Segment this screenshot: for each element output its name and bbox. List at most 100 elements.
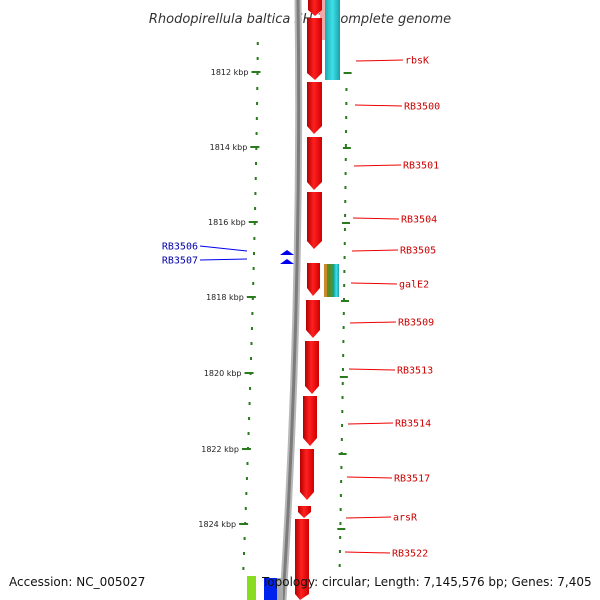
- ruler-dot: [255, 132, 258, 135]
- topology-text: Topology: circular; Length: 7,145,576 bp…: [261, 575, 592, 589]
- gene-arrow[interactable]: [306, 300, 320, 338]
- gene-label[interactable]: RB3505: [400, 246, 436, 257]
- ruler-dot: [251, 297, 254, 300]
- gene-labels-left: RB3506 RB3507: [162, 242, 248, 267]
- inner-ring-dot: [345, 88, 348, 91]
- ruler-dot: [250, 357, 253, 360]
- inner-ring-dot: [344, 144, 347, 147]
- gene-arrow[interactable]: [308, 0, 322, 16]
- gene-arrow[interactable]: [307, 192, 322, 249]
- gene-label[interactable]: RB3504: [401, 215, 437, 226]
- ruler-tick-label: 1822 kbp: [201, 445, 239, 454]
- inner-ring-dot: [341, 424, 344, 427]
- gene-arrow[interactable]: [298, 506, 311, 518]
- gene-label[interactable]: galE2: [399, 280, 429, 291]
- ruler-tick-label: 1818 kbp: [206, 293, 244, 302]
- inner-ring-tick: [337, 528, 346, 530]
- gene-label[interactable]: rbsK: [405, 56, 429, 67]
- blue-feature-block[interactable]: [264, 578, 277, 600]
- ruler-tick: [244, 372, 254, 374]
- inner-ring-dot: [344, 200, 347, 203]
- gene-labels-right: rbsK RB3500 RB3501 RB3504 RB3505 galE2 RB3509 R…: [344, 56, 440, 560]
- gene-leader-line: [351, 249, 399, 252]
- gene-arrow[interactable]: [307, 137, 322, 190]
- gene-leader-line: [199, 258, 248, 261]
- inner-ring-dot: [342, 354, 345, 357]
- ruler-dot: [256, 42, 259, 45]
- inner-ring-dot: [341, 382, 344, 385]
- gene-label[interactable]: RB3517: [394, 474, 430, 485]
- inner-ring-dot: [341, 396, 344, 399]
- inner-ring-dot: [343, 242, 346, 245]
- ruler-dot: [250, 327, 253, 330]
- galE2-feature[interactable]: [324, 264, 339, 297]
- gene-arrow[interactable]: [300, 449, 314, 500]
- gene-leader-line: [344, 551, 391, 554]
- gene-leader-line: [350, 282, 398, 285]
- ruler-dot: [251, 312, 254, 315]
- gene-label[interactable]: RB3509: [398, 318, 434, 329]
- gene-label[interactable]: RB3513: [397, 366, 433, 377]
- inner-ring-dot: [342, 298, 345, 301]
- gene-leader-line: [346, 476, 393, 479]
- ruler-dot: [244, 507, 247, 510]
- gene-leader-line: [352, 217, 400, 220]
- ruler-dot: [243, 537, 246, 540]
- ruler-tick: [251, 71, 261, 73]
- inner-ring-dot: [338, 550, 341, 553]
- ruler-dot: [255, 147, 258, 150]
- cyan-feature-block[interactable]: [325, 0, 340, 80]
- ruler-dot: [254, 192, 257, 195]
- inner-ring-dot: [344, 186, 347, 189]
- pink-feature-block[interactable]: [320, 0, 325, 40]
- ruler-dot: [248, 402, 251, 405]
- gene-leader-line: [353, 164, 402, 167]
- genome-backbone-core: [281, 0, 301, 600]
- reverse-gene-arrow[interactable]: [280, 250, 294, 255]
- inner-ring-dot: [343, 270, 346, 273]
- green-feature-block[interactable]: [247, 576, 256, 600]
- gene-arrow[interactable]: [307, 82, 322, 134]
- ruler-dot: [247, 432, 250, 435]
- ruler-dot: [253, 237, 256, 240]
- ruler-dot: [242, 552, 245, 555]
- reverse-gene-arrow[interactable]: [280, 259, 294, 264]
- gene-label[interactable]: RB3514: [395, 419, 431, 430]
- gene-label[interactable]: RB3507: [162, 256, 198, 267]
- ruler-dot: [256, 72, 259, 75]
- ruler-dot: [246, 462, 249, 465]
- gene-arrow[interactable]: [307, 18, 322, 80]
- inner-ring-dot: [343, 256, 346, 259]
- gene-arrow[interactable]: [303, 396, 317, 446]
- gene-label[interactable]: RB3506: [162, 242, 198, 253]
- inner-ring-dot: [345, 116, 348, 119]
- gene-arrow[interactable]: [295, 519, 309, 600]
- gene-label[interactable]: RB3501: [403, 161, 439, 172]
- inner-ring-tick: [338, 453, 347, 455]
- ruler-tick-label: 1814 kbp: [210, 143, 248, 152]
- inner-ring-dot: [343, 284, 346, 287]
- gene-label[interactable]: RB3522: [392, 549, 428, 560]
- ruler-dot: [255, 117, 258, 120]
- ruler-dot: [253, 252, 256, 255]
- gene-arrow[interactable]: [305, 341, 319, 394]
- inner-ring-dot: [339, 522, 342, 525]
- gene-leader-line: [345, 516, 392, 519]
- inner-ring-dot: [344, 158, 347, 161]
- gene-label[interactable]: RB3500: [404, 102, 440, 113]
- inner-ring-tick: [342, 222, 351, 224]
- gene-label[interactable]: arsR: [393, 513, 418, 524]
- ruler-tick-label: 1812 kbp: [211, 68, 249, 77]
- inner-ring-dot: [344, 172, 347, 175]
- gene-leader-line: [347, 422, 394, 425]
- gene-arrow[interactable]: [307, 263, 320, 296]
- ruler-dot: [255, 162, 258, 165]
- ruler-dot: [253, 222, 256, 225]
- ruler-tick: [248, 221, 258, 223]
- inner-ring-dot: [341, 368, 344, 371]
- ruler-dot: [254, 177, 257, 180]
- ruler-ticks: 1812 kbp 1814 kbp 1816 kbp 1818 kbp 1820 kbp…: [198, 68, 261, 529]
- grey-feature-block[interactable]: [277, 578, 283, 600]
- inner-ring-dot: [340, 480, 343, 483]
